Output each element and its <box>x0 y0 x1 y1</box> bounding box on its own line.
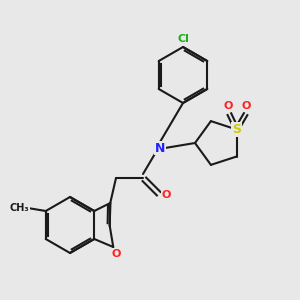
Text: S: S <box>232 123 241 136</box>
Text: CH₃: CH₃ <box>10 203 30 213</box>
Text: N: N <box>155 142 165 154</box>
Text: Cl: Cl <box>177 34 189 44</box>
Text: O: O <box>242 101 251 112</box>
Text: O: O <box>224 101 233 112</box>
Text: O: O <box>112 249 121 259</box>
Text: O: O <box>161 190 171 200</box>
